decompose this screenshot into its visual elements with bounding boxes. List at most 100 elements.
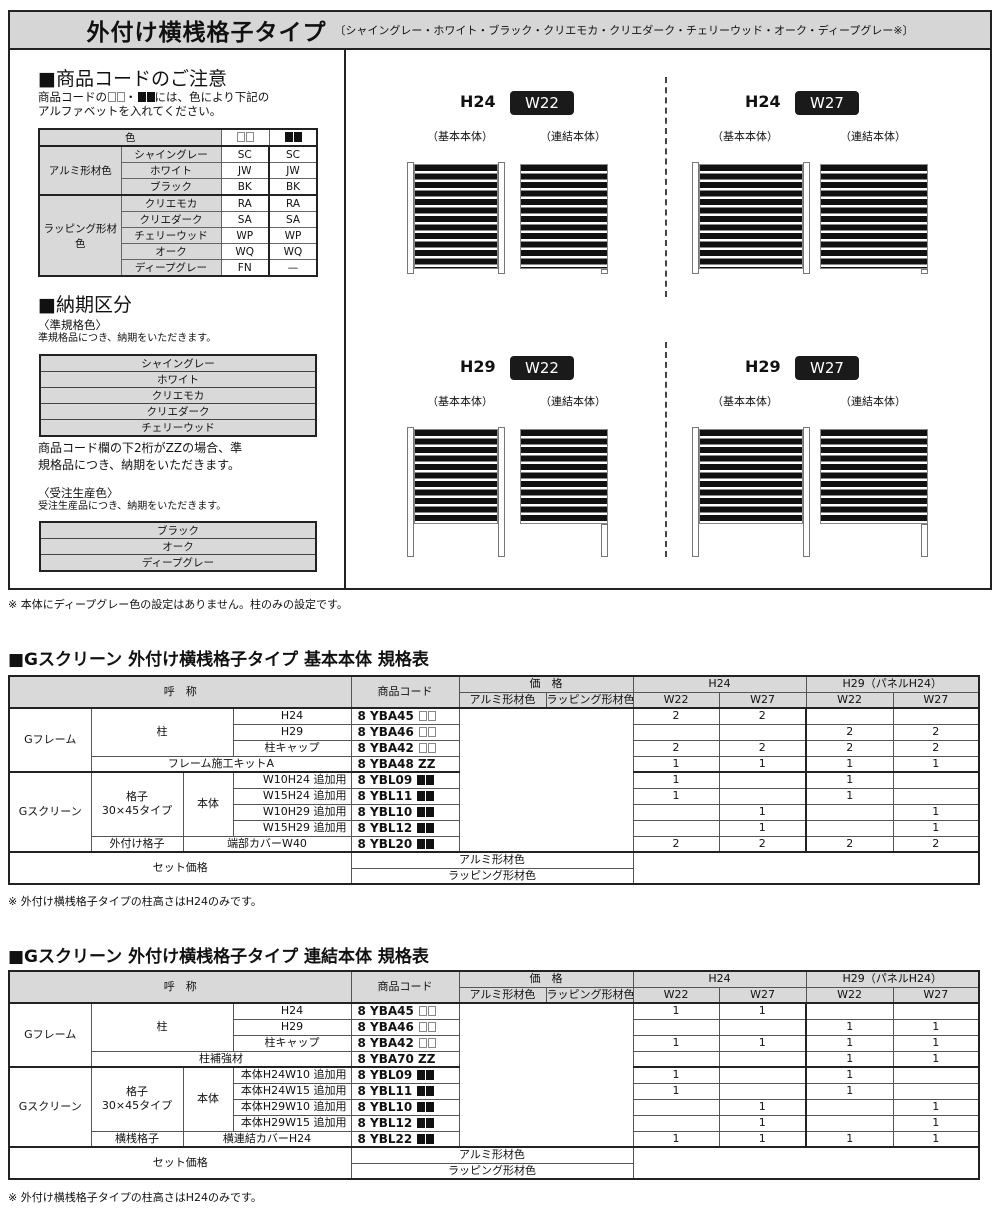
name-header: 呼 称 bbox=[8, 675, 352, 709]
sub-last-group: 横桟格子 bbox=[90, 1130, 184, 1148]
color-code-table: 色アルミ形材色 シャイングレー SC SC ホワイト JW JW ブラック BK BK ラッピング形… bbox=[38, 128, 318, 277]
lattice-label: 格子 bbox=[126, 1085, 148, 1099]
table-row: フレーム施工キットA 8 YBA48 ZZ 1 1 1 1 bbox=[9, 755, 980, 773]
spec-table-title: ■Gスクリーン 外付け横桟格子タイプ 連結本体 規格表 bbox=[8, 947, 429, 967]
white-box-icon bbox=[428, 727, 437, 737]
table-row: 本体H29W10 追加用 8 YBL10 1 1 bbox=[9, 1098, 980, 1116]
qty-cell: 2 bbox=[805, 739, 894, 757]
delivery-title: ■納期区分 bbox=[38, 294, 132, 316]
color-item: ディープグレー bbox=[40, 554, 316, 572]
code-notice-text: 商品コードの・には、色により下記の アルファベットを入れてください。 bbox=[38, 90, 270, 118]
qty-cell: 1 bbox=[632, 1082, 720, 1100]
code-text: 8 YBL12 bbox=[357, 821, 413, 835]
product-code: 8 YBA48 ZZ bbox=[350, 755, 460, 773]
black-box-icon bbox=[417, 791, 426, 801]
divider bbox=[665, 342, 667, 557]
top-footnote: ※ 本体にディープグレー色の設定はありません。柱のみの設定です。 bbox=[8, 598, 348, 611]
item-name: H24 bbox=[232, 1002, 352, 1020]
qty-cell: 1 bbox=[892, 755, 980, 773]
item-name: 柱キャップ bbox=[232, 739, 352, 757]
qty-cell: 1 bbox=[805, 1082, 894, 1100]
w22-header: W22 bbox=[805, 691, 894, 709]
white-code: SC bbox=[220, 145, 270, 163]
qty-cell: 1 bbox=[805, 1130, 894, 1148]
black-box-icon bbox=[426, 1118, 435, 1128]
product-code: 8 YBL10 bbox=[350, 803, 460, 821]
divider bbox=[665, 77, 667, 297]
basic-panel-slats bbox=[699, 429, 803, 524]
linked-caption: （連結本体） bbox=[540, 395, 606, 408]
item-name: 横連結カバーH24 bbox=[182, 1130, 352, 1148]
h24-header: H24 bbox=[632, 675, 807, 693]
set-price-label: セット価格 bbox=[8, 1146, 352, 1180]
white-box-icon bbox=[419, 727, 428, 737]
black-code: BK bbox=[268, 178, 318, 196]
post bbox=[692, 162, 699, 274]
qty-cell: 1 bbox=[718, 803, 807, 821]
height-label: H29 bbox=[460, 357, 496, 376]
qty-cell bbox=[805, 1098, 894, 1116]
black-code: SC bbox=[268, 145, 318, 163]
w27-header: W27 bbox=[718, 691, 807, 709]
white-box-icon bbox=[419, 1038, 428, 1048]
qty-cell: 1 bbox=[718, 1098, 807, 1116]
post bbox=[921, 524, 928, 557]
product-code: 8 YBL11 bbox=[350, 1082, 460, 1100]
qty-cell bbox=[632, 723, 720, 741]
product-code: 8 YBA45 bbox=[350, 707, 460, 725]
set-price-value[interactable] bbox=[632, 1146, 980, 1179]
white-box-icon bbox=[419, 711, 428, 722]
black-box-icon bbox=[426, 791, 435, 801]
set-price-row: セット価格 アルミ形材色 bbox=[8, 851, 980, 885]
qty-cell: 2 bbox=[892, 739, 980, 757]
color-item: チェリーウッド bbox=[40, 419, 316, 437]
linked-panel-slats bbox=[520, 164, 608, 269]
black-box-icon bbox=[426, 807, 435, 817]
item-name: W10H24 追加用 bbox=[232, 771, 352, 789]
h24-header: H24 bbox=[632, 970, 807, 988]
spec-table-title: ■Gスクリーン 外付け横桟格子タイプ 基本本体 規格表 bbox=[8, 650, 429, 670]
item-name: W10H29 追加用 bbox=[232, 803, 352, 821]
set-price-value[interactable] bbox=[632, 851, 980, 884]
basic-caption: （基本本体） bbox=[427, 130, 493, 143]
code-text: 8 YBL11 bbox=[357, 789, 413, 803]
sub-lattice: 格子 30×45タイプ bbox=[90, 771, 184, 837]
price-alumi-header: アルミ形材色 bbox=[458, 986, 547, 1004]
qty-cell: 1 bbox=[632, 771, 720, 789]
white-box-icon bbox=[419, 1006, 428, 1017]
post bbox=[498, 427, 505, 557]
standard-color-list: シャイングレー ホワイト クリエモカ クリエダーク チェリーウッド bbox=[39, 354, 317, 437]
qty-cell bbox=[892, 771, 980, 789]
basic-caption: （基本本体） bbox=[427, 395, 493, 408]
table-footnote: ※ 外付け横桟格子タイプの柱高さはH24のみです。 bbox=[8, 1191, 262, 1204]
group-gframe: Gフレーム bbox=[8, 1002, 92, 1068]
set-price-row: ラッピング形材色 bbox=[9, 1162, 979, 1180]
color-group: ラッピング形材色 bbox=[38, 194, 122, 277]
item-name: 柱補強材 bbox=[90, 1050, 352, 1068]
color-group: アルミ形材色 bbox=[38, 145, 122, 196]
item-name: 本体H29W10 追加用 bbox=[232, 1098, 352, 1116]
post bbox=[407, 162, 414, 274]
post bbox=[407, 427, 414, 557]
qty-cell: 2 bbox=[892, 835, 980, 853]
lattice-type-label: 30×45タイプ bbox=[101, 1099, 173, 1113]
product-code: 8 YBA70 ZZ bbox=[350, 1050, 460, 1068]
price-cell[interactable] bbox=[458, 1002, 634, 1148]
black-box-icon bbox=[426, 1070, 435, 1081]
product-code: 8 YBA42 bbox=[350, 739, 460, 757]
post bbox=[601, 524, 608, 557]
qty-cell bbox=[892, 787, 980, 805]
color-name: クリエダーク bbox=[120, 211, 222, 228]
qty-cell: 2 bbox=[632, 739, 720, 757]
qty-cell bbox=[718, 723, 807, 741]
item-name: 端部カバーW40 bbox=[182, 835, 352, 853]
price-cell[interactable] bbox=[458, 707, 634, 853]
code-text: 8 YBA48 ZZ bbox=[357, 756, 436, 771]
code-text: 8 YBA46 bbox=[357, 725, 414, 739]
qty-cell: 1 bbox=[892, 1098, 980, 1116]
linked-panel-slats bbox=[820, 164, 928, 269]
